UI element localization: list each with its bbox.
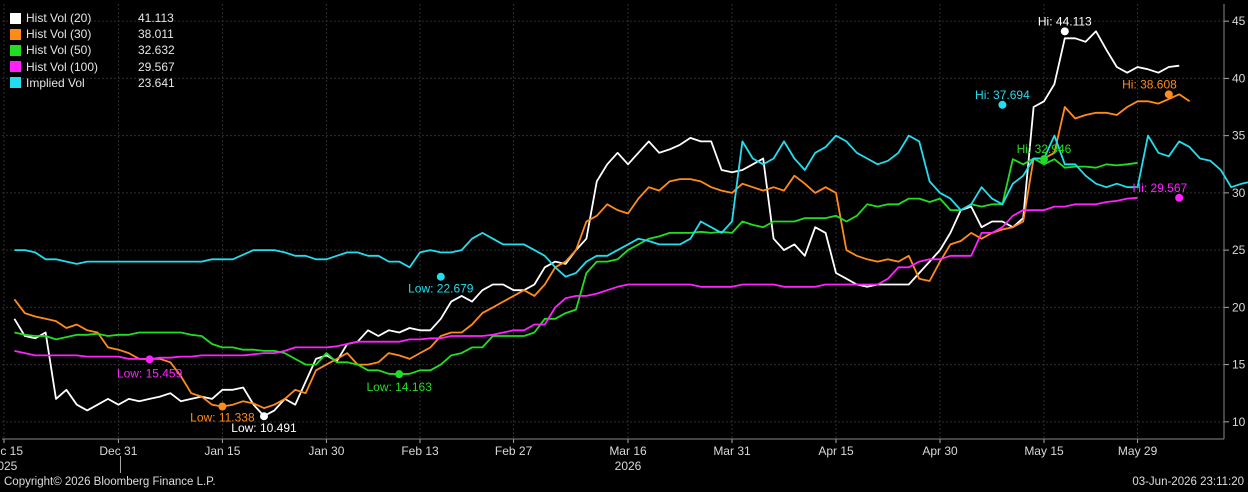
legend-label: Hist Vol (20) (26, 11, 92, 25)
annotation-label: Low: 14.163 (367, 380, 433, 394)
annotation-marker (260, 412, 268, 421)
legend-label: Hist Vol (100) (26, 59, 99, 74)
legend-value: 32.632 (138, 43, 175, 58)
series-line-hist-vol-50 (14, 157, 1138, 376)
annotation-label: Hi: 44.113 (1038, 14, 1092, 28)
annotation-label: Hi: 37.694 (975, 88, 1030, 102)
series-line-implied-vol (14, 134, 1248, 278)
legend: Hist Vol (20) 41.113 Hist Vol (30) 38.01… (10, 10, 175, 91)
y-tick-label: 35 (1232, 129, 1246, 143)
legend-swatch (10, 44, 21, 56)
y-tick-label: 15 (1232, 358, 1246, 372)
x-tick-label: Feb 13 (401, 444, 439, 458)
annotation-label: Low: 11.338 (190, 411, 255, 425)
legend-item-hist-vol-50: Hist Vol (50) 32.632 (10, 42, 175, 58)
legend-value: 38.011 (138, 27, 174, 42)
y-tick-label: 40 (1232, 71, 1246, 85)
annotation-label: Low: 15.459 (117, 366, 183, 380)
timestamp-text: 03-Jun-2026 23:11:20 (1132, 476, 1244, 488)
y-tick-label: 45 (1232, 14, 1246, 28)
annotation-label: Hi: 38.608 (1122, 77, 1177, 91)
x-tick-label: Dec 31 (99, 444, 137, 458)
x-tick-label: Feb 27 (495, 444, 533, 458)
x-tick-label: Dec 15 (0, 444, 23, 458)
annotation-marker (1175, 193, 1184, 202)
y-tick-label: 25 (1232, 243, 1246, 257)
annotation-marker (145, 355, 154, 364)
legend-value: 23.641 (138, 75, 175, 90)
y-tick-label: 10 (1232, 415, 1246, 429)
y-tick-label: 30 (1232, 186, 1246, 200)
y-tick-label: 20 (1232, 300, 1246, 314)
x-tick-label: Mar 16 (609, 444, 647, 458)
annotation-marker (1040, 155, 1048, 164)
x-tick-label: Jan 15 (204, 444, 240, 458)
legend-item-hist-vol-100: Hist Vol (100) 29.567 (10, 59, 175, 75)
copyright-text: Copyright© 2026 Bloomberg Finance L.P. (4, 476, 216, 488)
annotation-label: Low: 22.679 (408, 282, 474, 296)
x-tick-label: May 15 (1024, 444, 1064, 458)
series-line-hist-vol-20 (13, 30, 1180, 418)
x-tick-label: Apr 15 (818, 444, 854, 458)
legend-swatch (10, 61, 21, 73)
annotation-marker (1060, 27, 1069, 36)
legend-item-implied-vol: Implied Vol 23.641 (10, 75, 175, 91)
annotation-marker (436, 272, 445, 281)
annotation-label: Hi: 29.567 (1132, 181, 1187, 195)
legend-item-hist-vol-20: Hist Vol (20) 41.113 (10, 10, 175, 26)
annotation-marker (1164, 90, 1173, 99)
x-tick-label: Jan 30 (308, 444, 344, 458)
legend-value: 29.567 (138, 59, 175, 74)
legend-label: Implied Vol (26, 75, 85, 90)
annotation-label: Hi: 32.946 (1017, 142, 1072, 156)
legend-value: 41.113 (138, 11, 174, 25)
annotation-label: Low: 10.491 (231, 421, 297, 435)
legend-item-hist-vol-30: Hist Vol (30) 38.011 (10, 26, 175, 42)
year-label: 2026 (615, 459, 642, 473)
x-tick-label: May 29 (1118, 444, 1158, 458)
legend-swatch (10, 28, 21, 40)
series-line-hist-vol-30 (13, 93, 1191, 410)
annotation-marker (218, 402, 227, 411)
legend-swatch (10, 77, 21, 89)
series-line-hist-vol-100 (14, 196, 1138, 361)
legend-label: Hist Vol (30) (26, 27, 92, 42)
legend-swatch (10, 12, 21, 24)
legend-label: Hist Vol (50) (26, 43, 92, 58)
annotation-marker (395, 370, 404, 379)
annotation-marker (998, 100, 1007, 109)
x-tick-label: Apr 30 (922, 444, 958, 458)
x-tick-label: Mar 31 (713, 444, 751, 458)
